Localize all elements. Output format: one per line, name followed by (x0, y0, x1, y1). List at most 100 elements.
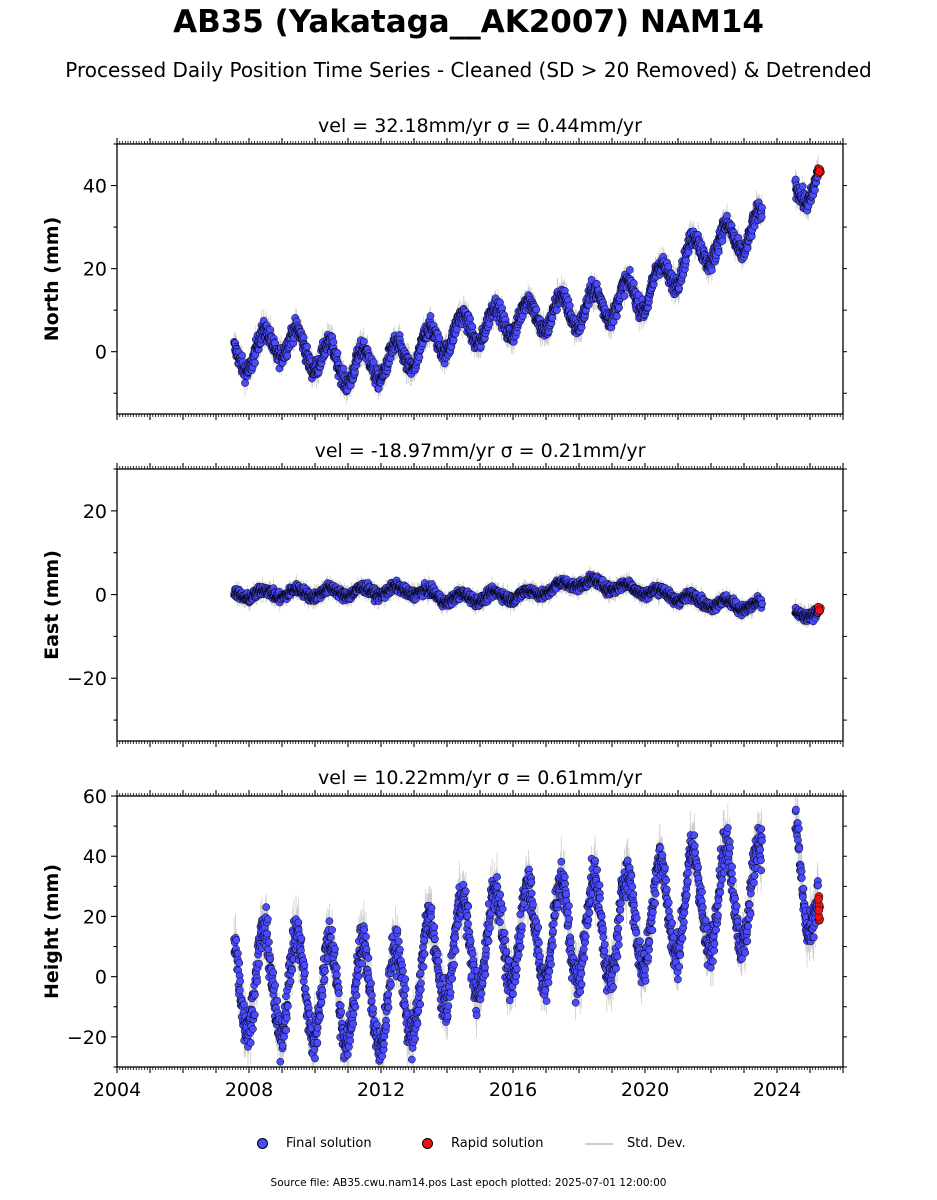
north-final-point (339, 364, 348, 373)
height-final-point (255, 959, 263, 968)
north-final-point (718, 237, 727, 245)
height-final-point (246, 1038, 255, 1047)
height-final-point (343, 1050, 352, 1059)
height-final-point (358, 959, 367, 968)
height-final-point (352, 991, 361, 1000)
north-final-point (743, 244, 752, 253)
height-final-point (271, 981, 279, 990)
north-final-point (548, 314, 557, 322)
height-final-point (459, 880, 468, 889)
north-final-point (426, 312, 435, 320)
height-final-point (451, 946, 460, 955)
height-final-point (351, 1003, 360, 1011)
height-std-dev-lines (233, 796, 819, 1067)
height-final-point (393, 926, 402, 935)
height-final-point (446, 988, 455, 997)
north-ytick-label: 40 (83, 176, 107, 198)
height-final-point (234, 949, 242, 958)
height-final-point (419, 962, 428, 971)
height-final-point (286, 977, 295, 986)
north-final-point (758, 203, 766, 212)
height-final-point (463, 912, 472, 920)
east-ylabel: East (mm) (41, 550, 63, 660)
height-final-point (413, 1019, 422, 1028)
height-final-point (334, 989, 343, 998)
height-final-point (251, 990, 259, 999)
east-rapid-point (814, 606, 824, 615)
height-final-point (349, 1010, 358, 1019)
north-final-point (629, 279, 638, 288)
height-final-point (236, 977, 244, 985)
height-final-point (464, 919, 472, 928)
height-final-point (311, 1054, 319, 1063)
figure-subtitle: Processed Daily Position Time Series - C… (65, 58, 872, 82)
height-final-point (364, 954, 373, 962)
height-final-point (337, 1007, 346, 1016)
height-final-point (276, 1057, 285, 1066)
height-final-point (326, 933, 335, 942)
height-final-point (265, 938, 273, 946)
height-final-point (266, 954, 275, 963)
north-final-point (415, 353, 424, 362)
north-final-point (620, 292, 629, 300)
height-final-point (262, 903, 271, 911)
height-final-point (384, 1003, 393, 1012)
height-final-point (235, 986, 244, 994)
height-final-point (280, 1032, 288, 1041)
height-final-point (331, 945, 339, 953)
height-final-point (466, 937, 475, 945)
height-final-point (282, 1026, 291, 1034)
height-final-point (369, 1004, 377, 1013)
north-final-point (333, 349, 342, 357)
north-final-point (592, 279, 601, 288)
height-final-point (468, 950, 477, 958)
north-final-point (241, 379, 249, 387)
height-final-point (396, 945, 404, 954)
height-final-point (313, 1023, 322, 1032)
height-final-point (420, 950, 429, 958)
north-final-point (626, 266, 634, 274)
height-final-point (284, 1002, 292, 1011)
height-final-point (451, 933, 460, 942)
height-final-point (367, 979, 375, 988)
height-final-point (444, 1002, 453, 1010)
height-final-point (430, 923, 439, 931)
height-final-point (416, 1000, 425, 1009)
height-final-point (416, 969, 425, 978)
north-final-point (553, 306, 561, 314)
north-final-point (615, 303, 623, 312)
height-final-point (321, 967, 329, 975)
height-final-point (240, 1000, 248, 1009)
height-final-point (382, 1022, 391, 1030)
height-final-point (407, 1055, 416, 1064)
height-final-point (278, 1041, 287, 1050)
height-data-points (230, 796, 824, 1067)
height-final-point (368, 991, 376, 1000)
north-final-point (714, 248, 723, 256)
height-final-point (250, 1010, 259, 1019)
height-final-point (333, 970, 341, 979)
height-final-point (345, 1042, 353, 1051)
east-ytick-label: 20 (83, 501, 107, 523)
height-final-point (253, 977, 262, 986)
height-final-point (416, 985, 425, 994)
north-final-point (329, 338, 338, 346)
height-final-point (401, 985, 410, 993)
north-final-point (613, 312, 621, 321)
height-final-point (461, 887, 470, 896)
height-final-point (249, 1025, 257, 1033)
height-final-point (417, 979, 425, 988)
north-final-point (757, 213, 766, 221)
height-final-point (352, 979, 361, 987)
height-final-point (362, 945, 371, 954)
height-final-point (387, 980, 395, 989)
north-final-point (798, 182, 807, 191)
height-final-point (433, 950, 442, 959)
height-final-point (269, 968, 278, 977)
north-final-point (283, 351, 292, 360)
north-final-point (532, 305, 541, 314)
north-ylabel: North (mm) (41, 217, 63, 342)
height-final-point (378, 1052, 387, 1060)
